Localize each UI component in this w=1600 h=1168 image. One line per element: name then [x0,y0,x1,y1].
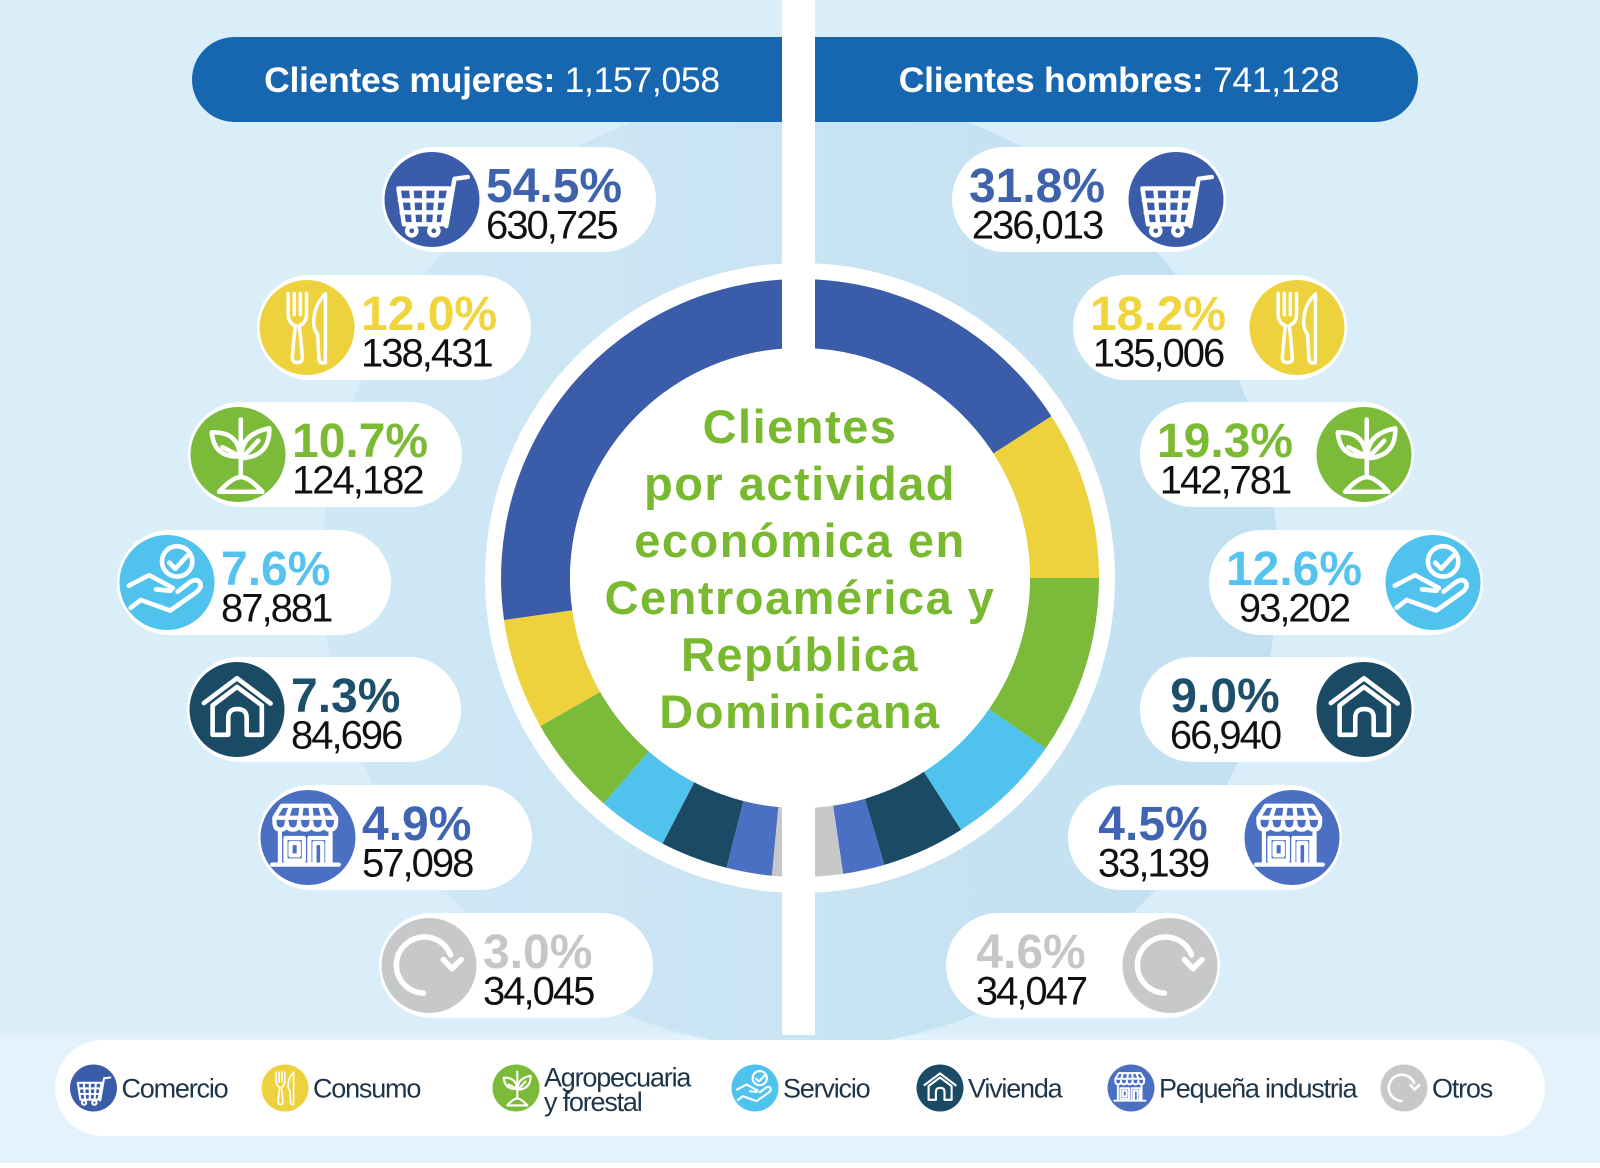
svg-text:Dominicana: Dominicana [659,685,940,738]
svg-text:34,045: 34,045 [483,970,594,1014]
svg-text:93,202: 93,202 [1239,587,1350,631]
svg-text:Comercio: Comercio [122,1074,228,1104]
svg-text:630,725: 630,725 [486,204,617,248]
svg-text:18.2%: 18.2% [1090,288,1226,341]
svg-text:Consumo: Consumo [313,1074,420,1104]
svg-text:135,006: 135,006 [1093,332,1224,376]
svg-text:3.0%: 3.0% [483,926,592,979]
svg-text:124,182: 124,182 [292,459,423,503]
svg-text:4.6%: 4.6% [976,926,1085,979]
svg-text:Clientes mujeres: 1,157,058: Clientes mujeres: 1,157,058 [264,60,720,100]
svg-text:33,139: 33,139 [1098,842,1209,886]
svg-text:31.8%: 31.8% [969,160,1105,213]
svg-text:Agropecuaria: Agropecuaria [544,1063,692,1093]
svg-text:34,047: 34,047 [976,970,1087,1014]
svg-text:12.0%: 12.0% [361,288,497,341]
svg-text:Clientes hombres: 741,128: Clientes hombres: 741,128 [899,60,1339,100]
svg-text:4.5%: 4.5% [1098,798,1207,851]
svg-text:12.6%: 12.6% [1226,543,1362,596]
svg-text:Otros: Otros [1432,1074,1493,1104]
svg-text:54.5%: 54.5% [486,160,622,213]
svg-text:Clientes: Clientes [703,400,898,453]
svg-text:Servicio: Servicio [783,1074,870,1104]
svg-text:87,881: 87,881 [221,587,332,631]
svg-text:y forestal: y forestal [544,1087,642,1117]
svg-text:84,696: 84,696 [291,714,402,758]
svg-text:138,431: 138,431 [361,332,492,376]
svg-text:10.7%: 10.7% [292,415,428,468]
svg-text:por actividad: por actividad [644,457,956,510]
svg-text:República: República [681,628,919,681]
svg-text:236,013: 236,013 [972,204,1103,248]
svg-text:Centroamérica y: Centroamérica y [605,571,996,624]
svg-text:económica en: económica en [634,514,965,567]
svg-text:57,098: 57,098 [362,842,473,886]
svg-text:19.3%: 19.3% [1157,415,1293,468]
svg-text:142,781: 142,781 [1160,459,1291,503]
svg-text:9.0%: 9.0% [1170,670,1279,723]
svg-text:Pequeña industria: Pequeña industria [1159,1074,1358,1104]
svg-text:66,940: 66,940 [1170,714,1281,758]
svg-text:4.9%: 4.9% [362,798,471,851]
svg-text:7.3%: 7.3% [291,670,400,723]
svg-text:Vivienda: Vivienda [968,1074,1064,1104]
svg-text:7.6%: 7.6% [221,543,330,596]
